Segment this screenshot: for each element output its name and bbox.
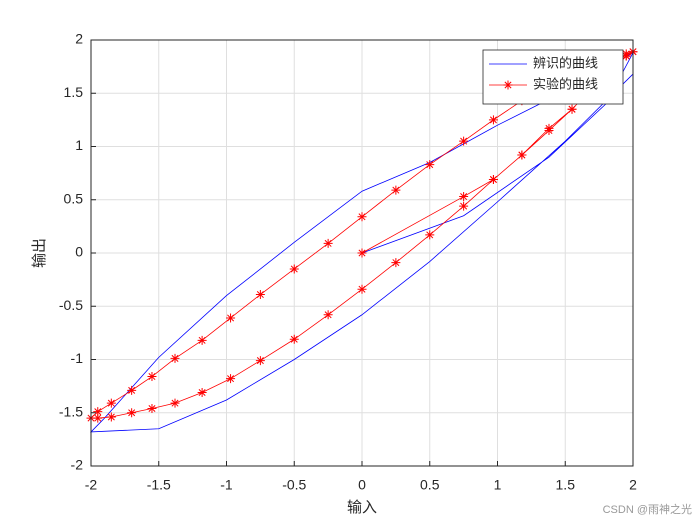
data-point <box>255 356 265 366</box>
y-tick-label: -2 <box>71 457 84 473</box>
data-point <box>170 398 180 408</box>
data-point <box>93 407 103 417</box>
x-tick-label: -0.5 <box>282 477 306 493</box>
data-point <box>147 403 157 413</box>
data-point <box>323 310 333 320</box>
x-tick-label: -1.5 <box>147 477 171 493</box>
data-point <box>170 353 180 363</box>
data-point <box>517 150 527 160</box>
data-point <box>425 160 435 170</box>
y-tick-label: 1.5 <box>64 84 84 100</box>
data-point <box>459 201 469 211</box>
y-tick-label: 1 <box>75 137 83 153</box>
data-point <box>226 374 236 384</box>
legend-label: 实验的曲线 <box>533 77 598 93</box>
data-point <box>93 413 103 423</box>
x-tick-label: 0.5 <box>420 477 440 493</box>
y-tick-label: 2 <box>75 31 83 47</box>
watermark: CSDN @雨神之光 <box>603 502 692 516</box>
data-point <box>106 412 116 422</box>
x-tick-label: -1 <box>220 477 233 493</box>
data-point <box>289 264 299 274</box>
data-point <box>147 372 157 382</box>
x-tick-label: 0 <box>358 477 366 493</box>
data-point <box>544 126 554 136</box>
x-axis-label: 输入 <box>347 498 377 516</box>
data-point <box>488 115 498 125</box>
data-point <box>127 385 137 395</box>
data-point <box>226 313 236 323</box>
x-tick-label: 2 <box>629 477 637 493</box>
x-tick-label: -2 <box>85 477 98 493</box>
data-point <box>106 398 116 408</box>
y-tick-label: -1.5 <box>59 403 83 419</box>
data-point <box>357 248 367 258</box>
data-point <box>357 284 367 294</box>
data-point <box>357 212 367 222</box>
legend-marker <box>503 80 513 90</box>
data-point <box>197 335 207 345</box>
y-tick-label: -0.5 <box>59 297 83 313</box>
y-tick-label: 0 <box>75 244 83 260</box>
legend-box <box>482 49 624 105</box>
data-point <box>391 258 401 268</box>
data-point <box>425 230 435 240</box>
data-point <box>127 408 137 418</box>
x-tick-label: 1 <box>494 477 502 493</box>
data-point <box>567 104 577 114</box>
data-point <box>197 388 207 398</box>
data-point <box>255 290 265 300</box>
y-tick-label: -1 <box>71 350 84 366</box>
legend-label: 辨识的曲线 <box>533 56 598 72</box>
y-tick-label: 0.5 <box>64 190 84 206</box>
data-point <box>391 185 401 195</box>
x-tick-label: 1.5 <box>556 477 576 493</box>
data-point <box>621 51 631 61</box>
data-point <box>459 136 469 146</box>
data-point <box>323 238 333 248</box>
y-axis-label: 输出 <box>30 238 48 268</box>
data-point <box>488 175 498 185</box>
data-point <box>459 192 469 202</box>
data-point <box>289 334 299 344</box>
